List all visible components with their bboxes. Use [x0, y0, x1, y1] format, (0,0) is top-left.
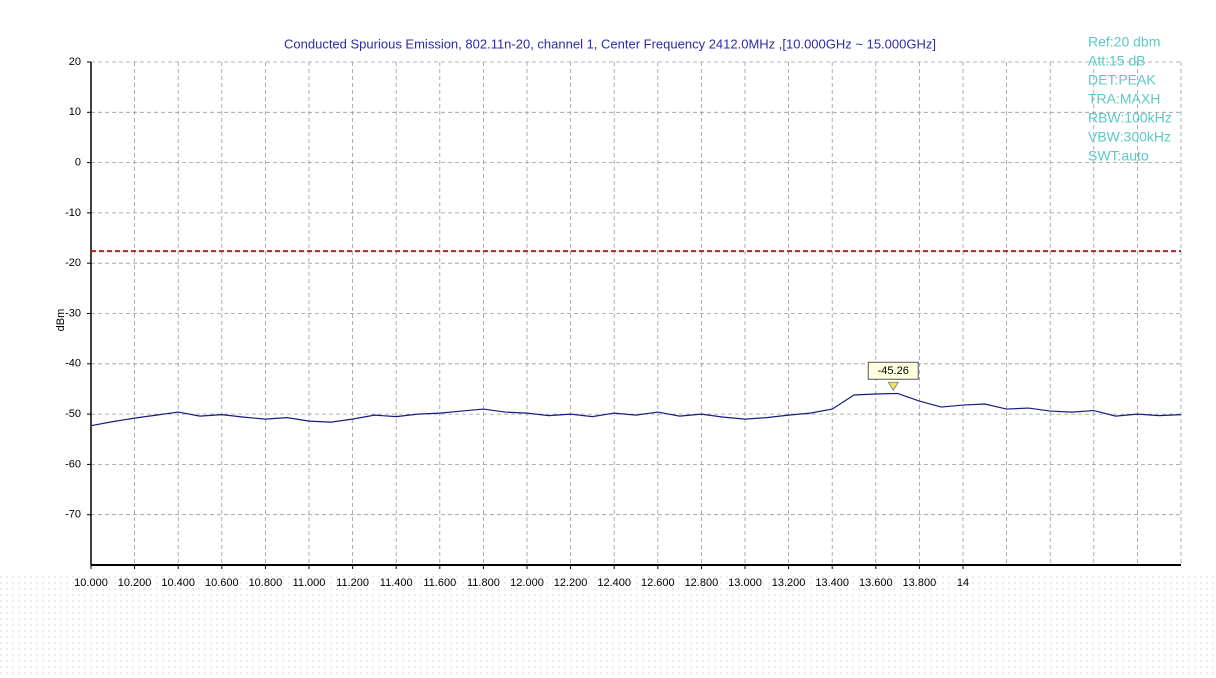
- x-tick-label: 12.200: [554, 577, 588, 589]
- info-text: TRA:MAXH: [1088, 91, 1160, 107]
- y-tick-label: -40: [65, 358, 81, 370]
- info-text: VBW:300kHz: [1088, 129, 1171, 145]
- x-tick-label: 13.400: [815, 577, 849, 589]
- info-text: Ref:20 dbm: [1088, 34, 1160, 50]
- x-tick-label: 12.800: [685, 577, 719, 589]
- info-text: Att:15 dB: [1088, 53, 1146, 69]
- chart-title: Conducted Spurious Emission, 802.11n-20,…: [284, 36, 936, 51]
- y-tick-label: -50: [65, 408, 81, 420]
- y-tick-label: -70: [65, 509, 81, 521]
- y-axis-label: dBm: [55, 309, 67, 332]
- y-tick-label: -60: [65, 458, 81, 470]
- info-text: DET:PEAK: [1088, 72, 1156, 88]
- peak-marker: [887, 381, 899, 392]
- x-tick-label: 13.600: [859, 577, 893, 589]
- marker-label-box: [867, 361, 919, 380]
- x-tick-label: 10.600: [205, 577, 239, 589]
- x-tick-label: 10.800: [249, 577, 283, 589]
- trace-line: [90, 392, 1182, 427]
- x-tick-label: 14: [957, 577, 969, 589]
- background-dots: [0, 575, 1216, 678]
- info-text: RBW:100kHz: [1088, 110, 1172, 126]
- marker-label: -45.26: [878, 365, 909, 377]
- x-tick-label: 13.800: [903, 577, 937, 589]
- x-tick-label: 12.600: [641, 577, 675, 589]
- y-tick-label: 0: [75, 157, 81, 169]
- x-tick-label: 11.600: [423, 577, 456, 589]
- x-tick-label: 10.200: [118, 577, 152, 589]
- y-tick-label: -30: [65, 307, 81, 319]
- y-tick-label: -20: [65, 257, 81, 269]
- x-tick-label: 11.000: [293, 577, 326, 589]
- x-tick-label: 11.200: [336, 577, 369, 589]
- x-tick-label: 12.400: [597, 577, 631, 589]
- x-tick-label: 13.200: [772, 577, 806, 589]
- x-tick-label: 11.400: [380, 577, 413, 589]
- info-text: SWT:auto: [1088, 148, 1149, 164]
- y-tick-label: 20: [69, 56, 81, 68]
- x-tick-label: 10.400: [161, 577, 195, 589]
- x-tick-label: 11.800: [467, 577, 500, 589]
- x-tick-label: 12.000: [510, 577, 544, 589]
- x-tick-label: 13.000: [728, 577, 762, 589]
- y-tick-label: -10: [65, 207, 81, 219]
- x-tick-label: 10.000: [74, 577, 108, 589]
- y-tick-label: 10: [69, 106, 81, 118]
